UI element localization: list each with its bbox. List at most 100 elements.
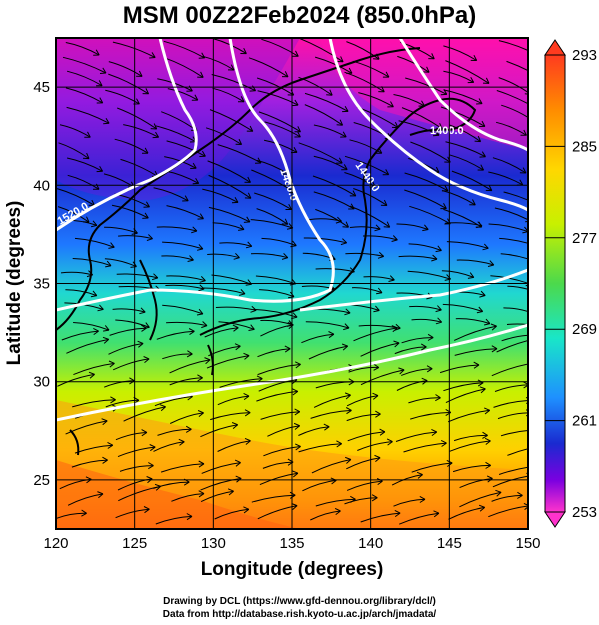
streamline-arrowhead [487,260,495,267]
streamline [248,57,289,78]
streamline [498,466,528,475]
streamline [155,515,193,525]
streamline [501,104,528,118]
streamline [73,362,115,376]
streamline [166,321,208,327]
streamline-arrowhead [484,407,491,415]
streamline [498,40,528,52]
streamline [115,319,150,328]
streamline [56,512,87,519]
streamline [409,205,451,225]
streamline [456,259,494,266]
streamline-arrowhead [323,423,330,431]
streamline-arrowhead [435,245,442,253]
streamline-arrowhead [198,460,205,468]
streamline-arrowhead [431,428,438,437]
streamline [171,493,205,502]
streamline [313,155,348,171]
streamline [258,111,301,133]
streamline [153,187,189,202]
streamline-arrowhead [393,340,400,348]
streamline [360,512,401,523]
streamline-arrowhead [244,409,251,417]
streamline [254,192,292,210]
streamline-arrowhead [243,216,251,223]
streamline-arrowhead [379,428,386,436]
streamline-arrowhead [198,490,205,498]
streamline-arrowhead [477,164,485,171]
streamline [108,73,149,95]
streamline-arrowhead [102,456,108,464]
streamline-arrowhead [373,363,380,371]
streamline-arrowhead [525,216,528,223]
map-title: MSM 00Z22Feb2024 (850.0hPa) [122,2,477,29]
streamline-arrowhead [336,119,344,126]
streamline-arrowhead [182,195,189,202]
streamline [506,60,528,72]
streamline [401,337,434,344]
streamline [353,327,398,342]
x-tick-label: 130 [201,535,226,552]
streamline [205,127,242,145]
streamline-arrowhead [435,394,441,402]
streamline-arrowhead [294,443,301,451]
streamline-arrowhead [537,463,542,469]
y-axis-ticks: 25 30 35 40 45 [33,79,50,489]
streamline-arrowhead [148,462,154,470]
colorbar-tick-label: 261 [572,413,597,430]
streamline-arrowhead [201,321,208,329]
streamline-arrowhead [284,345,291,353]
streamline-arrowhead [445,408,452,417]
streamline-arrowhead [440,203,447,210]
streamline-arrowhead [476,221,483,229]
streamline [298,142,343,164]
streamline [65,87,103,104]
streamline [217,144,262,164]
streamline-arrowhead [142,147,149,154]
streamline [443,70,474,83]
streamline [315,498,356,507]
streamline [310,510,341,521]
streamline [492,157,527,174]
y-tick-label: 40 [33,177,50,194]
streamline [261,38,299,57]
streamline-arrowhead [419,495,426,503]
plot-frame [55,37,529,530]
streamline-arrowhead [243,392,250,401]
streamline-arrowhead [199,276,206,283]
y-tick-label: 25 [33,472,50,489]
streamline [349,205,390,228]
streamline-arrowhead [249,85,257,92]
streamline-arrowhead [538,203,544,208]
streamline-arrowhead [435,305,442,313]
streamline [488,505,528,518]
streamline [313,124,347,138]
streamline [217,440,251,452]
streamline [208,206,251,223]
streamline [396,223,429,230]
streamline [66,70,103,87]
streamline-arrowhead [105,260,112,268]
streamline-arrowhead [93,49,100,56]
streamline-arrowhead [482,77,490,84]
streamline-arrowhead [386,438,393,446]
streamline-arrowhead [336,440,342,448]
streamline [257,90,299,106]
streamline [169,412,204,424]
streamline-arrowhead [233,252,240,260]
streamline [61,330,99,341]
streamline-arrowhead [345,407,352,415]
streamline [163,40,205,59]
streamline-arrowhead [90,220,98,228]
streamline-arrowhead [520,129,527,136]
streamline-arrowhead [532,427,537,433]
streamline-arrowhead [374,454,381,462]
streamline-arrowhead [382,169,390,176]
streamline-arrowhead [470,54,478,61]
streamline [399,512,439,525]
streamline [123,124,159,138]
streamline-arrowhead [227,64,235,71]
streamline-arrowhead [149,444,156,452]
streamline-arrowhead [377,251,385,259]
x-tick-label: 120 [43,535,68,552]
